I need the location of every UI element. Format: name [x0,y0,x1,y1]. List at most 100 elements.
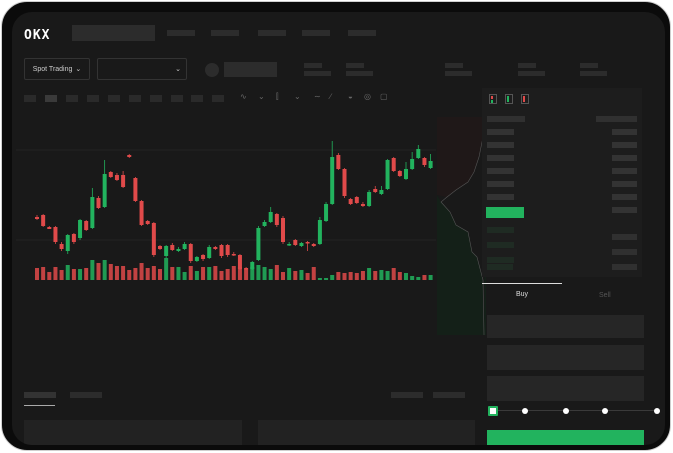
filter-button[interactable] [433,392,465,398]
spot-trading-dropdown[interactable]: Spot Trading ⌄ [24,58,90,80]
volume-bar [65,265,70,280]
stat-value [518,71,545,76]
fullscreen-icon[interactable]: ▢ [380,92,388,101]
volume-bar [317,278,322,280]
tab-sell[interactable]: Sell [599,292,611,299]
buy-button[interactable] [487,430,644,445]
slider-stop[interactable] [563,408,569,414]
candle [428,161,433,168]
volume-bar [207,267,212,280]
timeframe-button[interactable] [129,95,141,102]
volume-bar [96,263,101,280]
volume-bar [237,267,242,280]
line-icon[interactable]: ∼ [314,92,321,101]
camera-icon[interactable]: ◒ [348,92,353,101]
candle-type-icon[interactable]: ⫿ [276,92,279,101]
ask-price[interactable] [487,155,514,161]
ask-price[interactable] [487,142,514,148]
ask-amount [612,194,637,200]
candle [121,175,126,187]
ask-amount [612,207,637,213]
search-bar[interactable] [72,25,155,41]
volume-bar [41,267,46,280]
volume-bar [287,268,292,280]
chevron-down-icon[interactable]: ⌄ [294,92,301,101]
bid-price[interactable] [487,264,513,270]
orderbook-bids-icon[interactable] [505,94,513,104]
price-input[interactable] [487,315,644,338]
candle [176,249,181,251]
candle [367,192,372,206]
bid-price[interactable] [487,242,514,248]
volume-bar [53,267,58,280]
settings-icon[interactable]: ◎ [364,92,371,101]
chevron-down-icon[interactable]: ⌄ [258,92,265,101]
orderbook-icon-bar [523,96,525,102]
slider-track[interactable] [492,410,657,411]
candle [158,246,162,249]
slider-handle[interactable] [488,406,498,416]
timeframe-button[interactable] [66,95,78,102]
ask-price[interactable] [487,181,514,187]
ask-amount [612,129,637,135]
candle [194,257,199,261]
volume-bar [127,270,132,280]
volume-bar [256,265,261,280]
volume-bar [305,273,310,280]
orderbook-both-icon[interactable] [489,94,497,104]
tab-open-orders[interactable] [24,392,56,398]
indicator-icon[interactable]: ∿ [240,92,247,101]
candle [59,244,64,249]
candlestick-chart[interactable] [16,107,486,377]
nav-item[interactable] [211,30,239,36]
ask-price[interactable] [487,129,514,135]
nav-item[interactable] [258,30,286,36]
timeframe-button[interactable] [45,95,57,102]
volume-bar [176,267,181,280]
amount-input[interactable] [487,345,644,370]
candle [53,227,58,242]
timeframe-button[interactable] [212,95,224,102]
orderbook-icon-bar [507,96,509,102]
candle [281,218,285,242]
volume-bar [416,277,421,280]
candle [133,178,138,201]
timeframe-button[interactable] [171,95,183,102]
candle [139,201,144,225]
bid-price[interactable] [487,227,514,233]
slider-stop[interactable] [602,408,608,414]
volume-bar [391,268,396,280]
candle [182,244,187,249]
candle [256,228,261,260]
tab-order-history[interactable] [70,392,102,398]
timeframe-button[interactable] [87,95,99,102]
slider-stop[interactable] [654,408,660,414]
filter-button[interactable] [391,392,423,398]
volume-bar [281,272,285,280]
timeframe-button[interactable] [108,95,120,102]
okx-logo[interactable]: OKX [24,28,51,43]
candle [108,172,113,177]
timeframe-button[interactable] [24,95,36,102]
candle [71,234,76,242]
nav-item[interactable] [348,30,376,36]
ruler-icon[interactable]: ∕ [330,92,332,101]
ask-price[interactable] [487,168,514,174]
candle [391,158,396,171]
stat-label [580,63,598,68]
tab-buy[interactable]: Buy [516,291,529,298]
volume-bar [213,266,218,280]
nav-item[interactable] [302,30,330,36]
timeframe-button[interactable] [191,95,203,102]
ask-price[interactable] [487,194,514,200]
volume-bar [397,272,402,280]
timeframe-button[interactable] [150,95,162,102]
orderbook-asks-icon[interactable] [521,94,529,104]
screen: OKX Spot Trading ⌄ ⌄ ∿ ⌄ ⫿ ⌄ ∼ ∕ ◒ ◎ ▢ Buy Sell [12,12,665,445]
bid-price[interactable] [487,257,514,263]
slider-stop[interactable] [522,408,528,414]
total-input[interactable] [487,376,644,401]
pair-dropdown[interactable]: ⌄ [97,58,187,80]
pair-name [224,62,277,77]
nav-item[interactable] [167,30,195,36]
